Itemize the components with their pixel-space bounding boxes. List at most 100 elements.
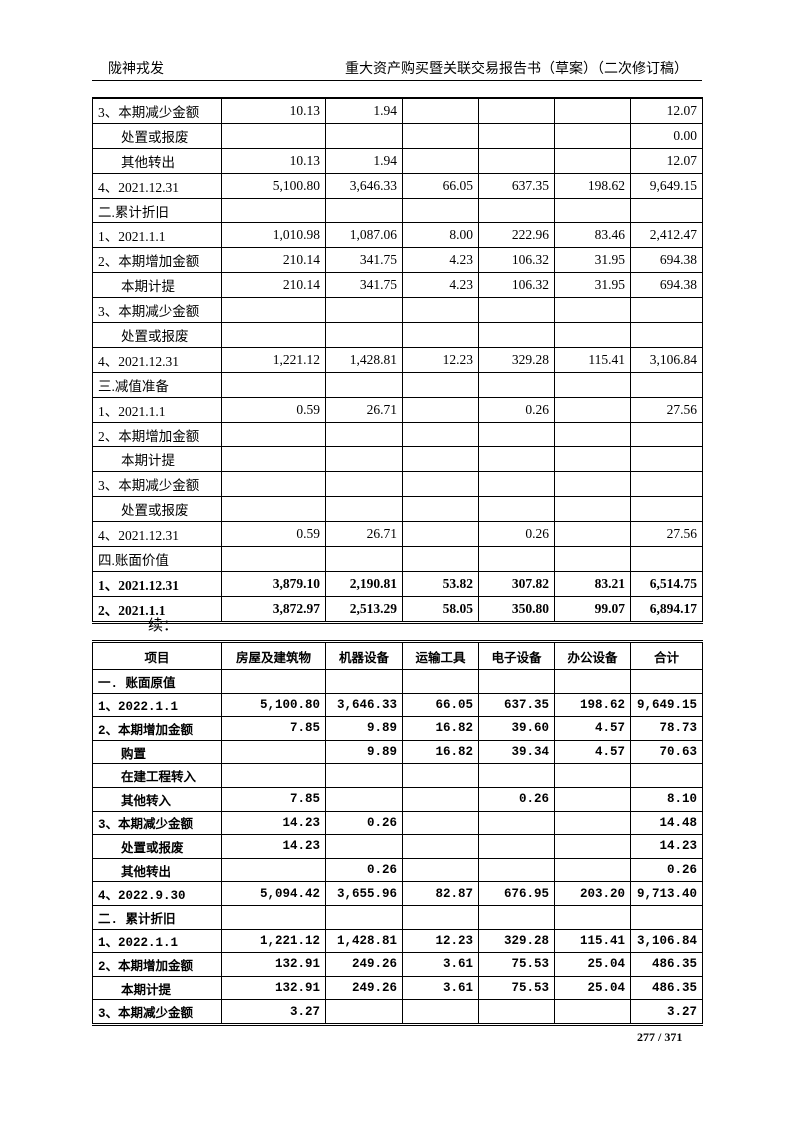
table-row: 二. 累计折旧 <box>92 904 703 930</box>
row-label: 1、2021.12.31 <box>92 570 222 597</box>
row-label: 在建工程转入 <box>92 763 222 788</box>
table-cell: 31.95 <box>554 272 631 299</box>
table-cell <box>630 904 703 930</box>
table-header-row: 项目 房屋及建筑物 机器设备 运输工具 电子设备 办公设备 合计 <box>92 641 703 670</box>
row-label: 4、2021.12.31 <box>92 521 222 548</box>
table-row: 在建工程转入 <box>92 763 703 788</box>
table-cell: 1,428.81 <box>325 346 403 373</box>
table-cell <box>554 122 631 149</box>
column-header: 房屋及建筑物 <box>221 641 326 670</box>
table-cell: 1.94 <box>325 97 403 124</box>
table-cell: 4.57 <box>554 716 631 741</box>
column-header: 合计 <box>630 641 703 670</box>
header-document-title: 重大资产购买暨关联交易报告书（草案）（二次修订稿） <box>345 62 688 77</box>
table-cell <box>478 471 555 498</box>
row-label: 2、本期增加金额 <box>92 716 222 741</box>
table-cell <box>402 446 479 473</box>
table-cell: 132.91 <box>221 952 326 977</box>
table-cell: 82.87 <box>402 881 479 906</box>
table-cell <box>402 322 479 348</box>
table-cell <box>402 786 479 812</box>
row-label: 2、本期增加金额 <box>92 247 222 274</box>
table-cell <box>221 669 326 694</box>
table-cell <box>478 122 555 149</box>
table-cell <box>554 396 631 423</box>
table-row: 3、本期减少金额 14.23 0.26 14.48 <box>92 810 703 836</box>
table-row: 4、2021.12.31 1,221.12 1,428.81 12.23 329.28 1… <box>92 346 703 373</box>
table-cell <box>554 446 631 473</box>
table-cell <box>478 297 555 324</box>
row-label: 其他转入 <box>92 786 222 812</box>
table-row: 二.累计折旧 <box>92 197 703 224</box>
table-cell: 12.23 <box>402 346 479 373</box>
table-cell <box>402 297 479 324</box>
fixed-assets-table-2021: 3、本期减少金额 10.13 1.94 12.07 处置或报废 0.00 其他转出 10.13… <box>92 97 703 624</box>
table-cell <box>402 471 479 498</box>
table-cell <box>554 546 631 572</box>
table-cell <box>402 371 479 398</box>
table-cell: 12.23 <box>402 928 479 954</box>
table-cell <box>325 546 403 572</box>
table-cell <box>630 669 703 694</box>
row-label: 2、2021.1.1 <box>92 595 222 623</box>
table-cell: 0.26 <box>478 786 555 812</box>
table-row: 一. 账面原值 <box>92 669 703 694</box>
table-cell: 132.91 <box>221 975 326 1001</box>
table-cell: 25.04 <box>554 975 631 1001</box>
table-cell: 0.26 <box>478 521 555 548</box>
table-cell <box>402 669 479 694</box>
row-label: 3、本期减少金额 <box>92 471 222 498</box>
table-cell <box>325 197 403 224</box>
table-cell <box>478 546 555 572</box>
table-cell: 0.26 <box>478 396 555 423</box>
table-cell <box>402 763 479 788</box>
table-cell <box>630 371 703 398</box>
table-cell <box>554 999 631 1025</box>
table-cell <box>221 471 326 498</box>
table-cell: 2,412.47 <box>630 222 703 249</box>
table-cell: 14.48 <box>630 810 703 836</box>
table-cell <box>325 446 403 473</box>
table-cell <box>478 810 555 836</box>
table-row: 其他转出 0.26 0.26 <box>92 857 703 883</box>
table-cell <box>402 857 479 883</box>
table-cell <box>554 421 631 448</box>
table-row: 三.减值准备 <box>92 371 703 398</box>
table-row: 其他转出 10.13 1.94 12.07 <box>92 147 703 174</box>
table-cell: 637.35 <box>478 692 555 718</box>
table-cell: 4.23 <box>402 272 479 299</box>
table-cell <box>402 999 479 1025</box>
table-cell <box>325 763 403 788</box>
table-cell: 106.32 <box>478 272 555 299</box>
column-header: 办公设备 <box>554 641 631 670</box>
table-cell <box>325 297 403 324</box>
row-label: 其他转出 <box>92 857 222 883</box>
table-cell: 307.82 <box>478 570 555 597</box>
table-cell: 78.73 <box>630 716 703 741</box>
table-cell: 14.23 <box>630 834 703 859</box>
table-cell <box>630 471 703 498</box>
table-cell <box>478 421 555 448</box>
table-cell: 3,879.10 <box>221 570 326 597</box>
table-cell <box>325 834 403 859</box>
table-cell <box>630 546 703 572</box>
row-label: 3、本期减少金额 <box>92 97 222 124</box>
row-label: 1、2021.1.1 <box>92 396 222 423</box>
table-row: 本期计提 210.14 341.75 4.23 106.32 31.95 694.38 <box>92 272 703 299</box>
table-cell: 75.53 <box>478 952 555 977</box>
table-row: 处置或报废 <box>92 496 703 523</box>
table-row: 本期计提 132.91 249.26 3.61 75.53 25.04 486.35 <box>92 975 703 1001</box>
table-row: 1、2022.1.1 1,221.12 1,428.81 12.23 329.28 115… <box>92 928 703 954</box>
table-cell: 9.89 <box>325 739 403 765</box>
table-cell: 83.21 <box>554 570 631 597</box>
table-cell: 198.62 <box>554 692 631 718</box>
table-cell <box>325 669 403 694</box>
row-label: 二. 累计折旧 <box>92 904 222 930</box>
table-row: 1、2021.1.1 0.59 26.71 0.26 27.56 <box>92 396 703 423</box>
table-cell <box>554 786 631 812</box>
table-cell <box>221 546 326 572</box>
table-cell: 7.85 <box>221 786 326 812</box>
table-cell <box>325 371 403 398</box>
table-cell: 486.35 <box>630 952 703 977</box>
table-cell: 3,646.33 <box>325 172 403 199</box>
